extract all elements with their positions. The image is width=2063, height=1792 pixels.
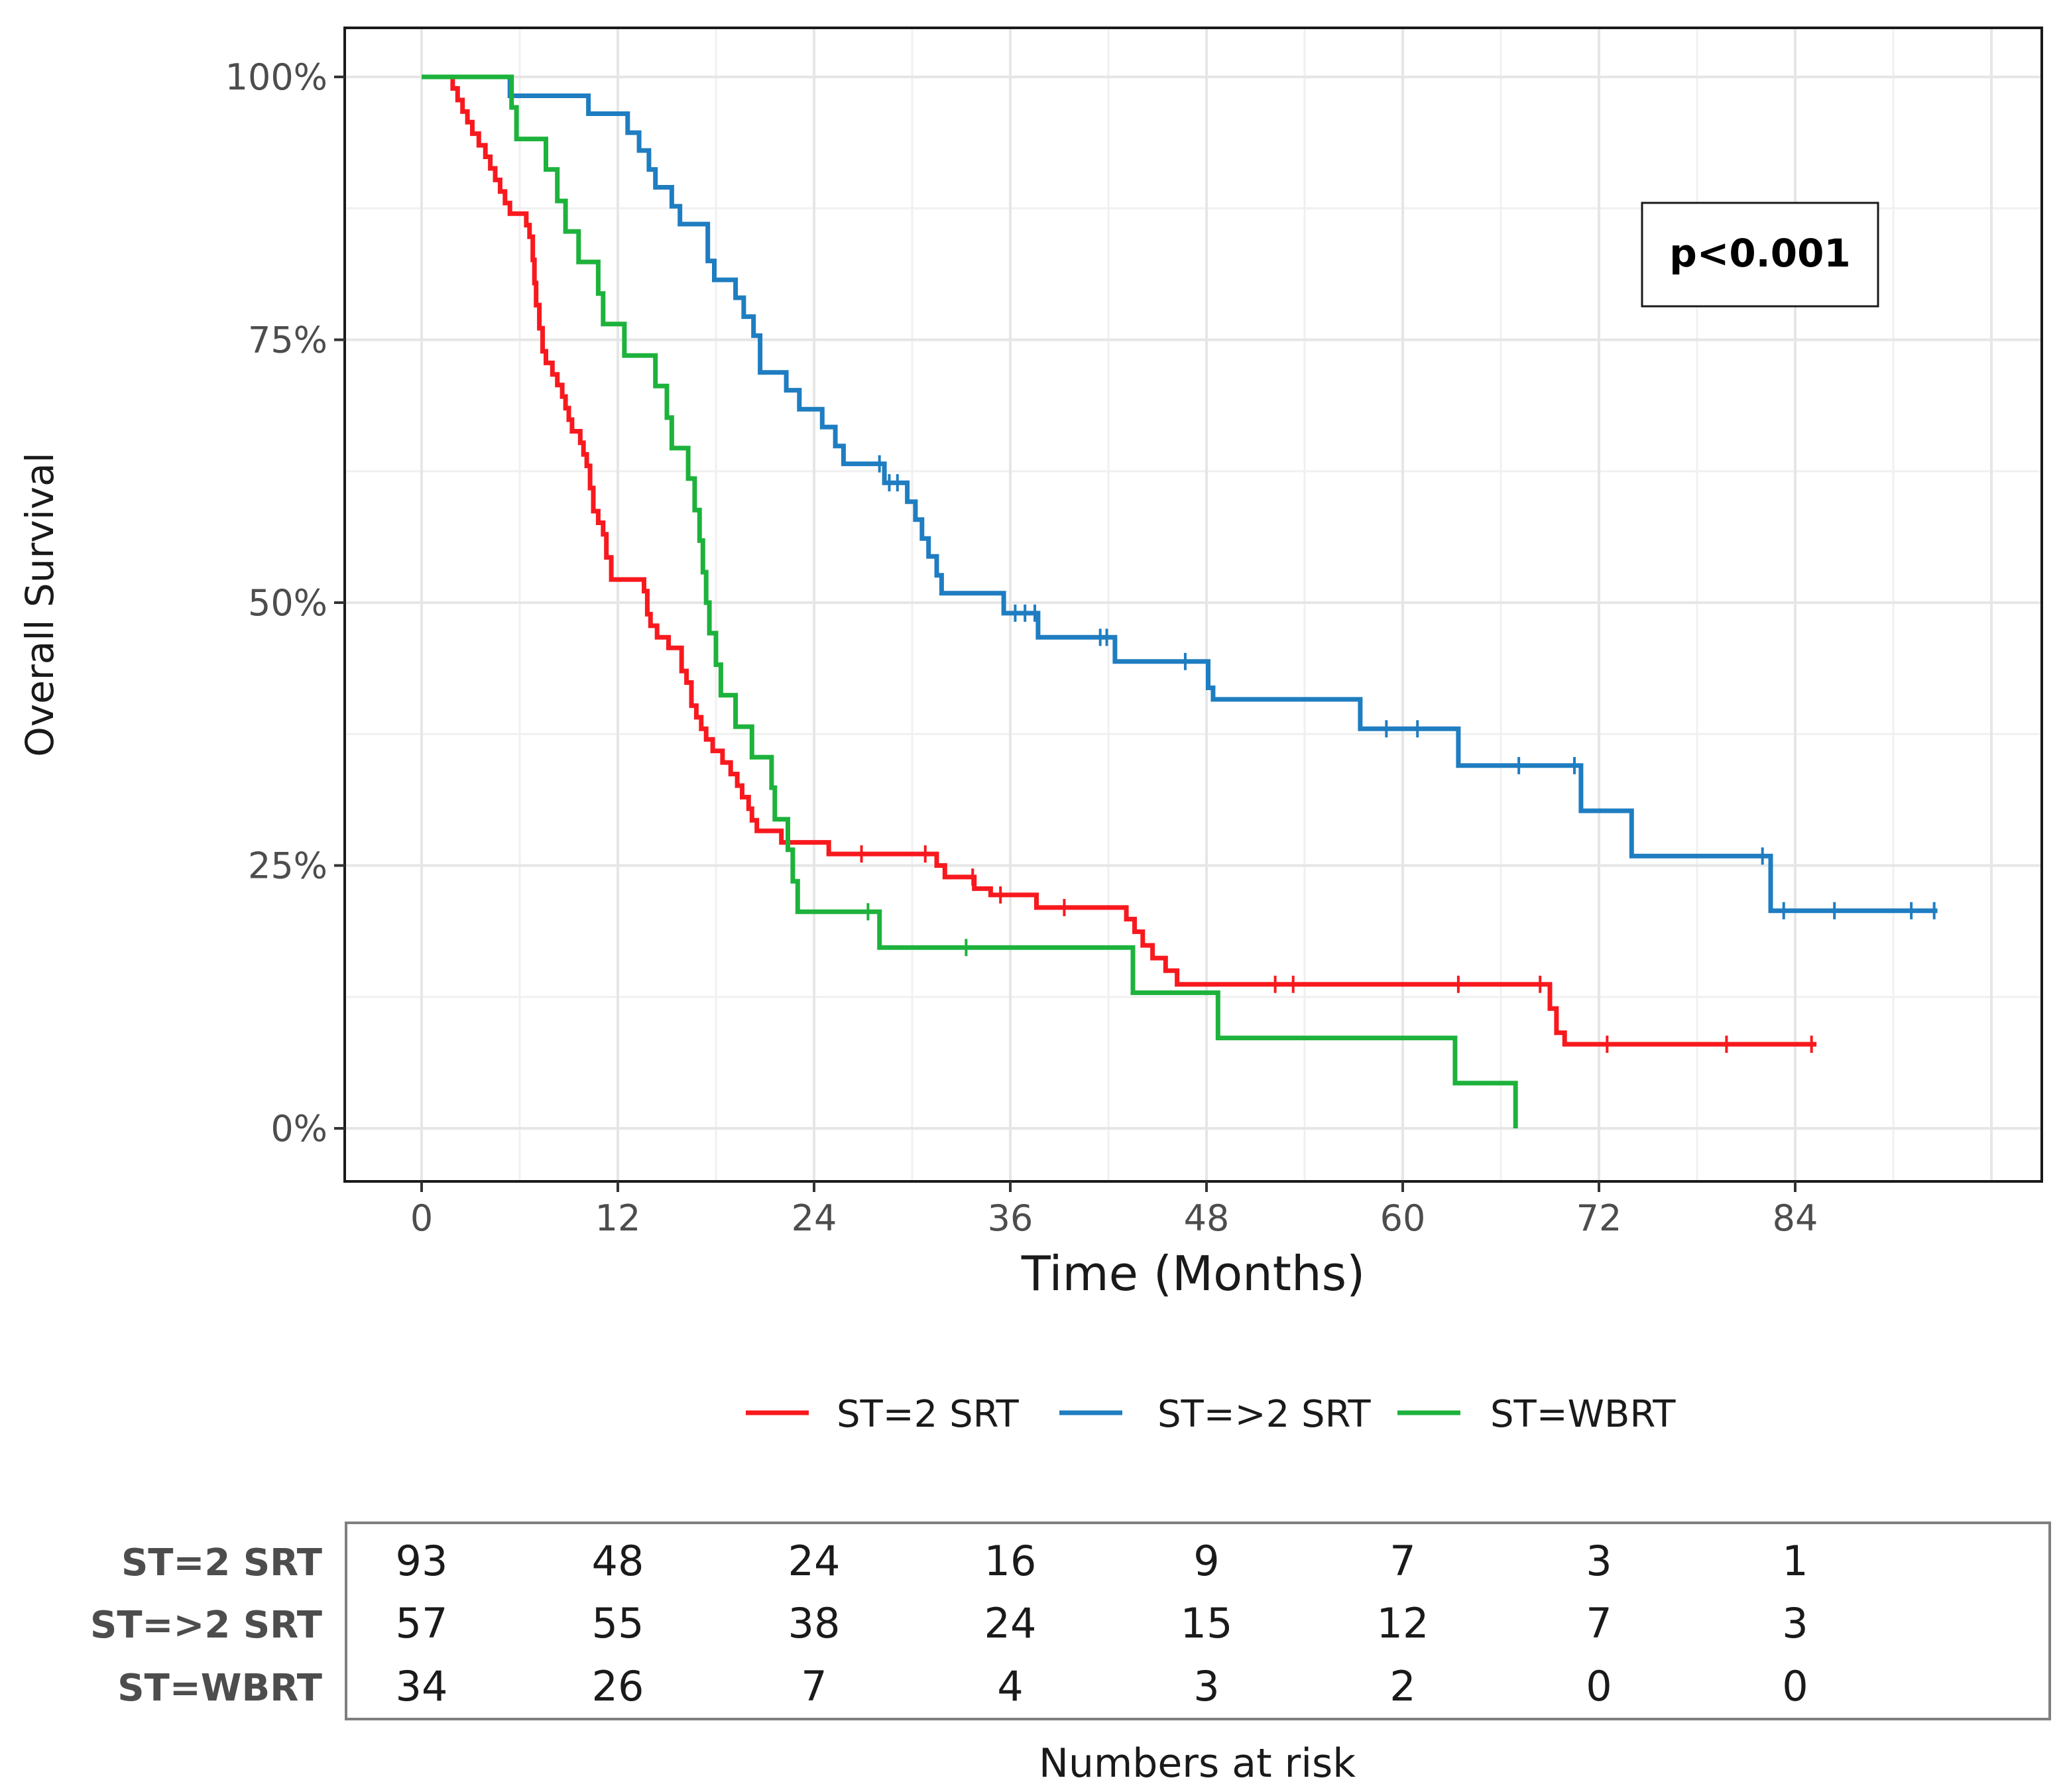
risk-cell: 4 [997,1662,1023,1710]
x-tick-label: 72 [1576,1197,1622,1239]
risk-cell: 7 [1586,1599,1612,1647]
risk-row-label: ST=>2 SRT [90,1604,322,1647]
risk-table-caption: Numbers at risk [1039,1740,1356,1787]
x-tick-label: 0 [410,1197,433,1239]
risk-row-label: ST=2 SRT [121,1541,322,1584]
risk-cell: 16 [984,1537,1037,1585]
y-tick-label: 25% [248,845,327,887]
risk-cell: 24 [984,1599,1037,1647]
risk-cell: 0 [1782,1662,1808,1710]
y-tick-label: 100% [225,56,327,98]
series-2-line [422,74,1938,914]
risk-cell: 93 [396,1537,448,1585]
risk-cell: 7 [801,1662,827,1710]
risk-cell: 57 [396,1599,448,1647]
x-tick-label: 48 [1184,1197,1230,1239]
risk-table: ST=2 SRT 93 48 24 16 9 7 3 1ST=>2 SRT 57 55 38 24 15 1… [90,1522,2051,1720]
x-tick-label: 36 [988,1197,1033,1239]
risk-table-border [345,1522,2051,1720]
grid-lines [346,29,2040,1180]
risk-cell: 7 [1389,1537,1415,1585]
series-1-line [422,74,1817,1047]
risk-cell: 26 [592,1662,644,1710]
risk-cell: 38 [788,1599,841,1647]
survival-curves [422,74,1938,1128]
risk-cell: 3 [1586,1537,1612,1585]
legend-label-series-3: ST=WBRT [1490,1393,1676,1436]
risk-cell: 55 [592,1599,644,1647]
y-tick-label: 75% [248,320,327,361]
series-3-group [422,74,1518,1128]
risk-row-label: ST=WBRT [117,1667,322,1710]
risk-cell: 0 [1586,1662,1612,1710]
x-tick-label: 84 [1773,1197,1818,1239]
risk-cell: 24 [788,1537,841,1585]
y-tick-label: 0% [270,1108,327,1150]
plot-background [345,28,2042,1181]
risk-cell: 1 [1782,1537,1808,1585]
plot-panel [343,27,2043,1183]
series-3-line [422,74,1518,1128]
p-value-text: p<0.001 [1669,231,1851,276]
series-1-group [422,74,1817,1053]
risk-cell: 2 [1389,1662,1415,1710]
p-value-annotation: p<0.001 [1641,202,1879,308]
risk-cell: 3 [1193,1662,1219,1710]
x-tick-label: 24 [792,1197,837,1239]
p-value-box [1641,202,1879,308]
x-axis: 0 12 24 36 48 60 72 84 [410,1181,1818,1239]
y-axis: 0% 25% 50% 75% 100% [225,56,345,1150]
x-tick-label: 12 [595,1197,641,1239]
risk-cell: 3 [1782,1599,1808,1647]
x-axis-title: Time (Months) [1021,1246,1365,1301]
risk-cell: 9 [1193,1537,1219,1585]
y-axis-title: Overall Survival [17,452,62,757]
risk-cell: 48 [592,1537,644,1585]
plot-border [343,27,2043,1183]
risk-cell: 34 [396,1662,448,1710]
y-tick-label: 50% [248,582,327,624]
series-2-group [422,74,1938,920]
x-tick-label: 60 [1380,1197,1426,1239]
legend-label-series-2: ST=>2 SRT [1157,1393,1371,1436]
legend-label-series-1: ST=2 SRT [837,1393,1019,1436]
legend: ST=2 SRT ST=>2 SRT ST=WBRT [746,1393,1676,1436]
risk-cell: 15 [1181,1599,1233,1647]
risk-cell: 12 [1377,1599,1429,1647]
